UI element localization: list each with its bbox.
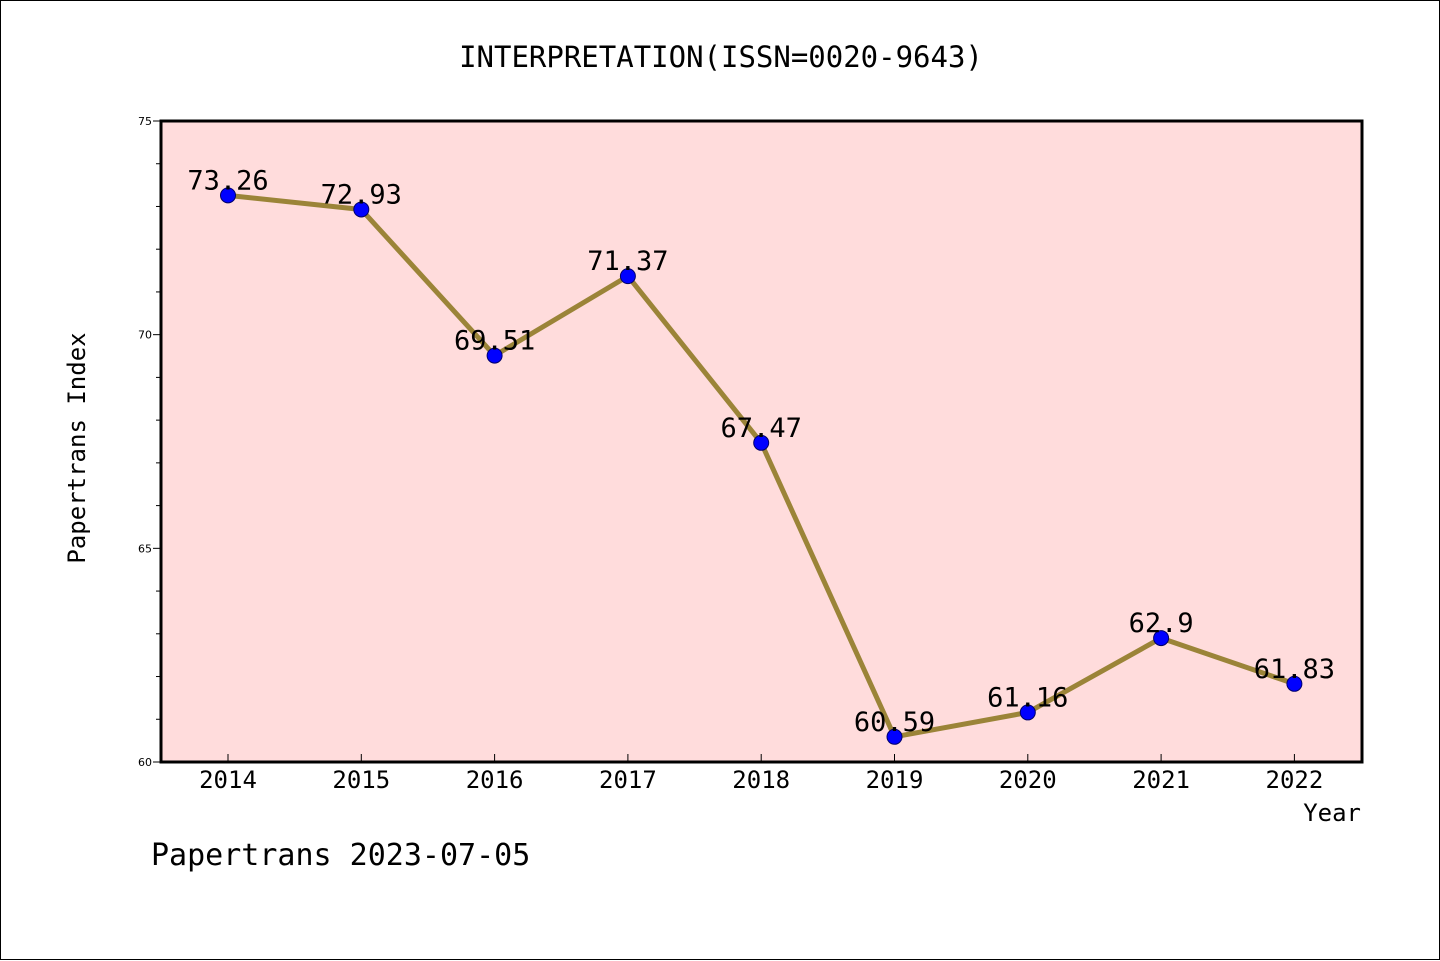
data-label: 67.47 (721, 413, 802, 444)
data-point (1153, 630, 1170, 647)
data-point (486, 347, 503, 364)
footer-text: Papertrans 2023-07-05 (151, 838, 530, 873)
x-tick-label: 2018 (732, 766, 790, 794)
data-label: 71.37 (587, 246, 668, 277)
x-tick-label: 2020 (999, 766, 1057, 794)
data-point (886, 728, 903, 745)
data-label: 69.51 (454, 326, 535, 357)
y-tick-label: 65 (138, 542, 152, 555)
data-point (619, 268, 636, 285)
data-point (753, 434, 770, 451)
x-axis-label: Year (1303, 799, 1361, 827)
x-tick-label: 2016 (466, 766, 524, 794)
x-tick-label: 2017 (599, 766, 657, 794)
x-axis-tick-labels: 2014 2015 2016 2017 2018 2019 2020 2021 2022 (199, 766, 1323, 794)
data-label: 62.9 (1129, 608, 1194, 639)
y-tick-label: 75 (138, 115, 152, 128)
y-tick-label: 60 (138, 756, 152, 769)
x-tick-label: 2015 (332, 766, 390, 794)
data-label: 72.93 (321, 179, 402, 210)
y-axis-ticks (153, 120, 161, 763)
y-axis-tick-labels: 60 65 70 75 (138, 115, 152, 769)
x-tick-label: 2014 (199, 766, 257, 794)
data-point (1286, 675, 1303, 692)
chart-title: INTERPRETATION(ISSN=0020-9643) (459, 40, 983, 74)
data-point (220, 187, 236, 204)
y-tick-label: 70 (138, 329, 152, 342)
y-axis-label: Papertrans Index (63, 332, 91, 563)
data-labels: 73.26 72.93 69.51 71.37 67.47 60.59 61.16 62.9 6… (187, 165, 1335, 737)
x-tick-label: 2019 (866, 766, 924, 794)
data-label: 61.16 (987, 682, 1068, 713)
data-markers (220, 187, 1303, 745)
data-point (353, 201, 370, 218)
x-axis-ticks (227, 754, 1295, 762)
data-label: 60.59 (854, 707, 935, 738)
x-tick-label: 2021 (1132, 766, 1190, 794)
data-label: 73.26 (187, 165, 268, 196)
data-point (1019, 704, 1036, 721)
data-label: 61.83 (1254, 654, 1335, 685)
x-tick-label: 2022 (1266, 766, 1324, 794)
